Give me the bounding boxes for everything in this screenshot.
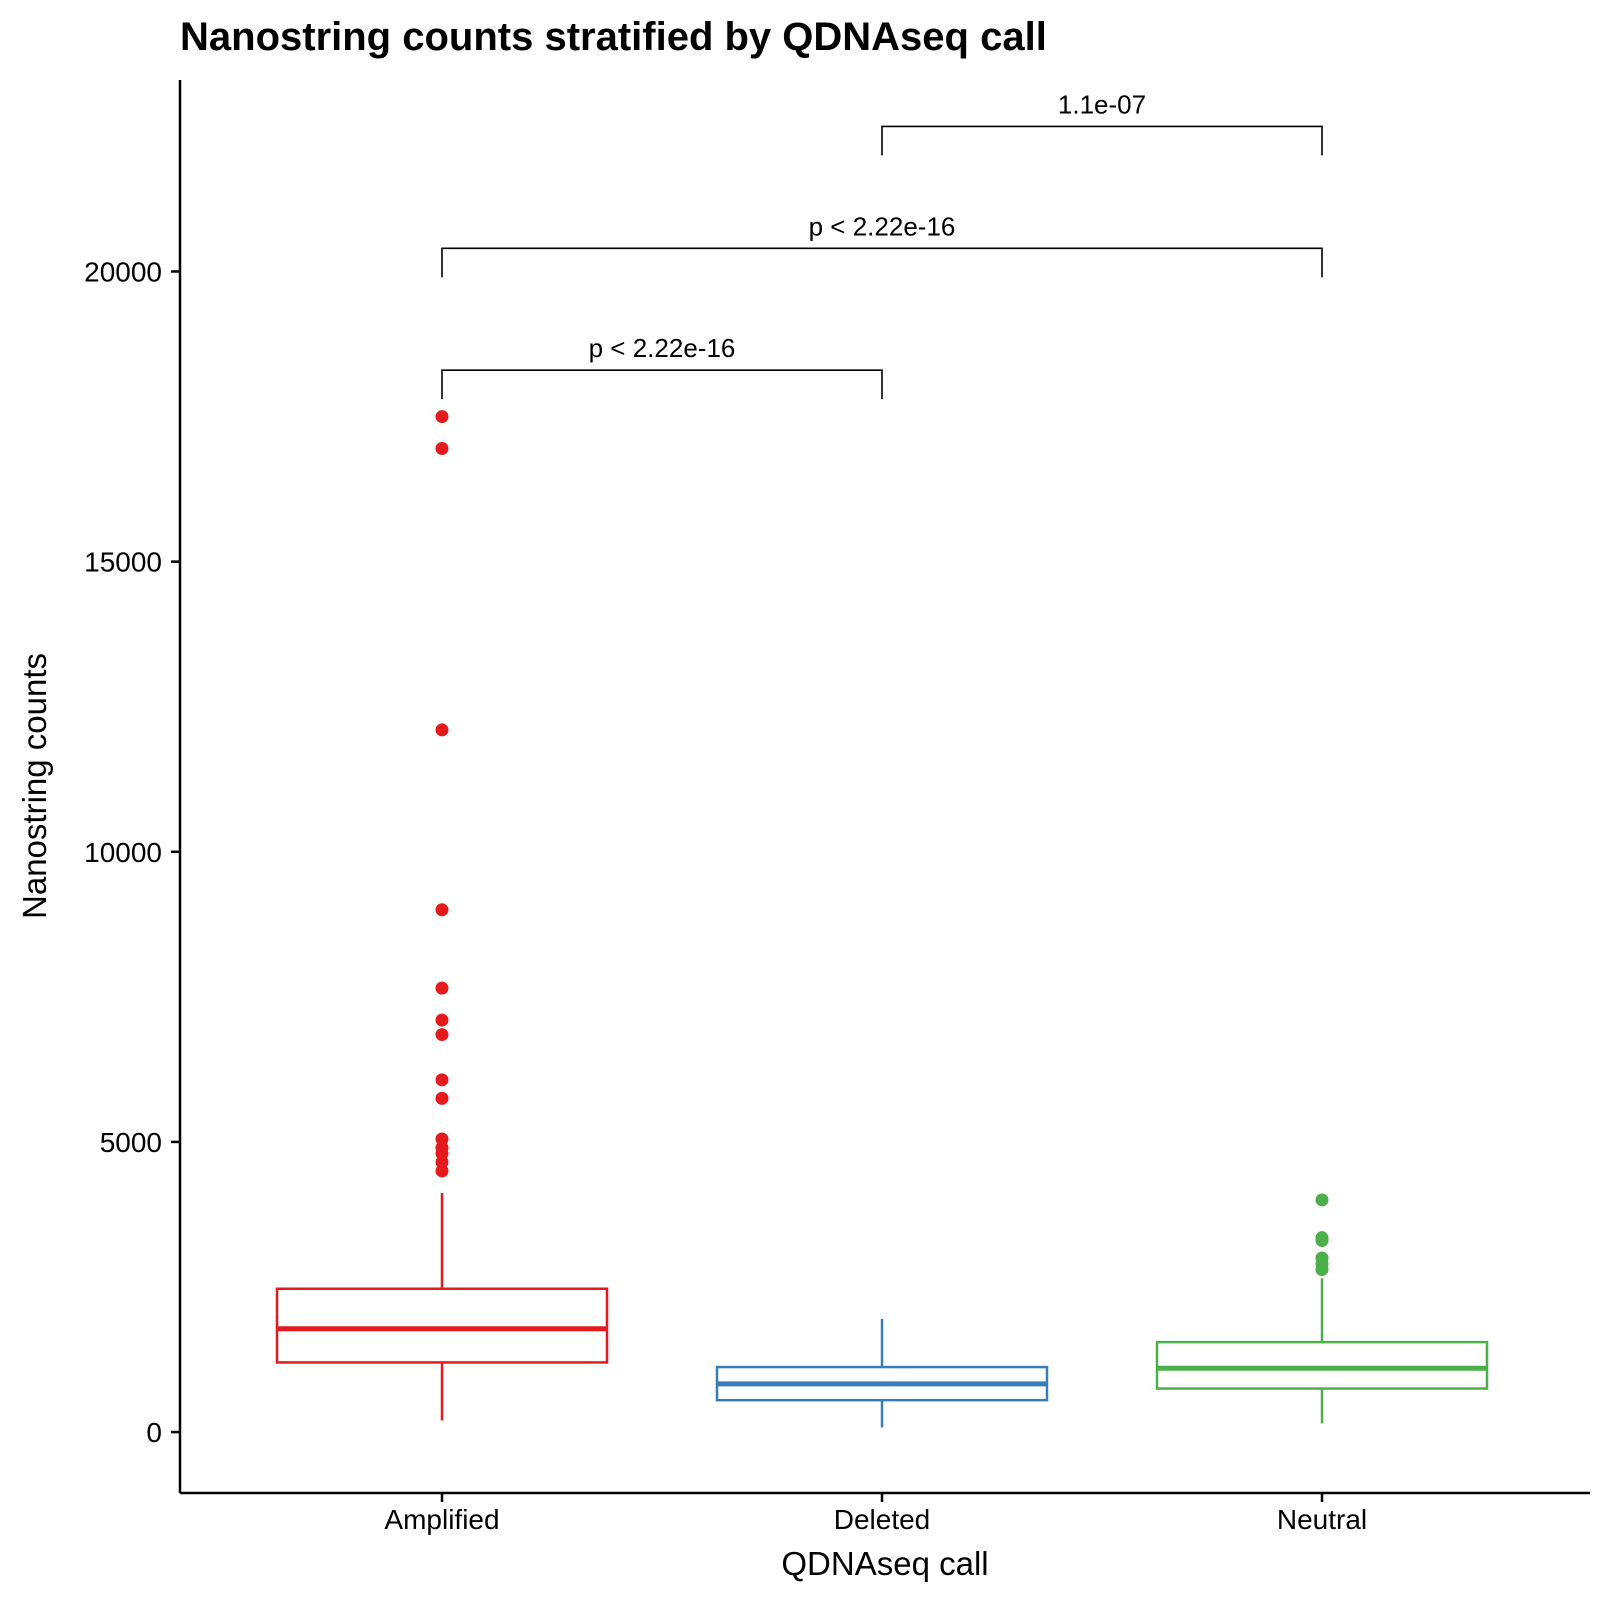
outlier-point bbox=[435, 903, 449, 917]
bracket-line bbox=[881, 125, 1323, 156]
outlier-point bbox=[435, 410, 449, 424]
outlier-point bbox=[1315, 1231, 1329, 1245]
outlier-point bbox=[435, 441, 449, 455]
outlier-point bbox=[1315, 1193, 1329, 1207]
comparison-bracket: 1.1e-07 bbox=[881, 89, 1323, 156]
outlier-point bbox=[435, 1013, 449, 1027]
x-tick-label: Amplified bbox=[384, 1504, 499, 1535]
bracket-line bbox=[441, 247, 1323, 278]
x-tick-label: Neutral bbox=[1277, 1504, 1367, 1535]
box-neutral bbox=[1155, 1193, 1489, 1424]
x-axis-label: QDNAseq call bbox=[781, 1545, 988, 1582]
outlier-point bbox=[1315, 1251, 1329, 1265]
box-iqr bbox=[275, 1287, 609, 1364]
box-amplified bbox=[275, 410, 609, 1421]
box-iqr bbox=[1155, 1340, 1489, 1390]
bracket-line bbox=[441, 369, 883, 400]
p-value-label: 1.1e-07 bbox=[1058, 89, 1146, 119]
p-value-label: p < 2.22e-16 bbox=[809, 211, 956, 241]
plot-area: p < 2.22e-16 p < 2.22e-16 1.1e-07 bbox=[275, 89, 1489, 1428]
chart-title: Nanostring counts stratified by QDNAseq … bbox=[180, 15, 1047, 59]
y-tick-label: 10000 bbox=[84, 837, 162, 868]
outlier-point bbox=[435, 1028, 449, 1042]
y-tick-label: 5000 bbox=[100, 1127, 162, 1158]
y-axis-label: Nanostring counts bbox=[16, 653, 53, 919]
y-tick-label: 15000 bbox=[84, 547, 162, 578]
p-value-label: p < 2.22e-16 bbox=[589, 333, 736, 363]
outlier-point bbox=[435, 1073, 449, 1087]
outlier-point bbox=[435, 981, 449, 995]
x-tick-label: Deleted bbox=[834, 1504, 931, 1535]
outlier-point bbox=[435, 723, 449, 737]
outlier-point bbox=[435, 1091, 449, 1105]
y-tick-label: 0 bbox=[146, 1417, 162, 1448]
y-tick-label: 20000 bbox=[84, 256, 162, 287]
box-deleted bbox=[715, 1318, 1049, 1428]
outlier-point bbox=[435, 1132, 449, 1146]
x-axis-ticks: Amplified Deleted Neutral bbox=[384, 1493, 1367, 1535]
comparison-bracket: p < 2.22e-16 bbox=[441, 211, 1323, 278]
y-axis-ticks: 0 5000 10000 15000 20000 bbox=[84, 256, 180, 1448]
comparison-bracket: p < 2.22e-16 bbox=[441, 333, 883, 400]
